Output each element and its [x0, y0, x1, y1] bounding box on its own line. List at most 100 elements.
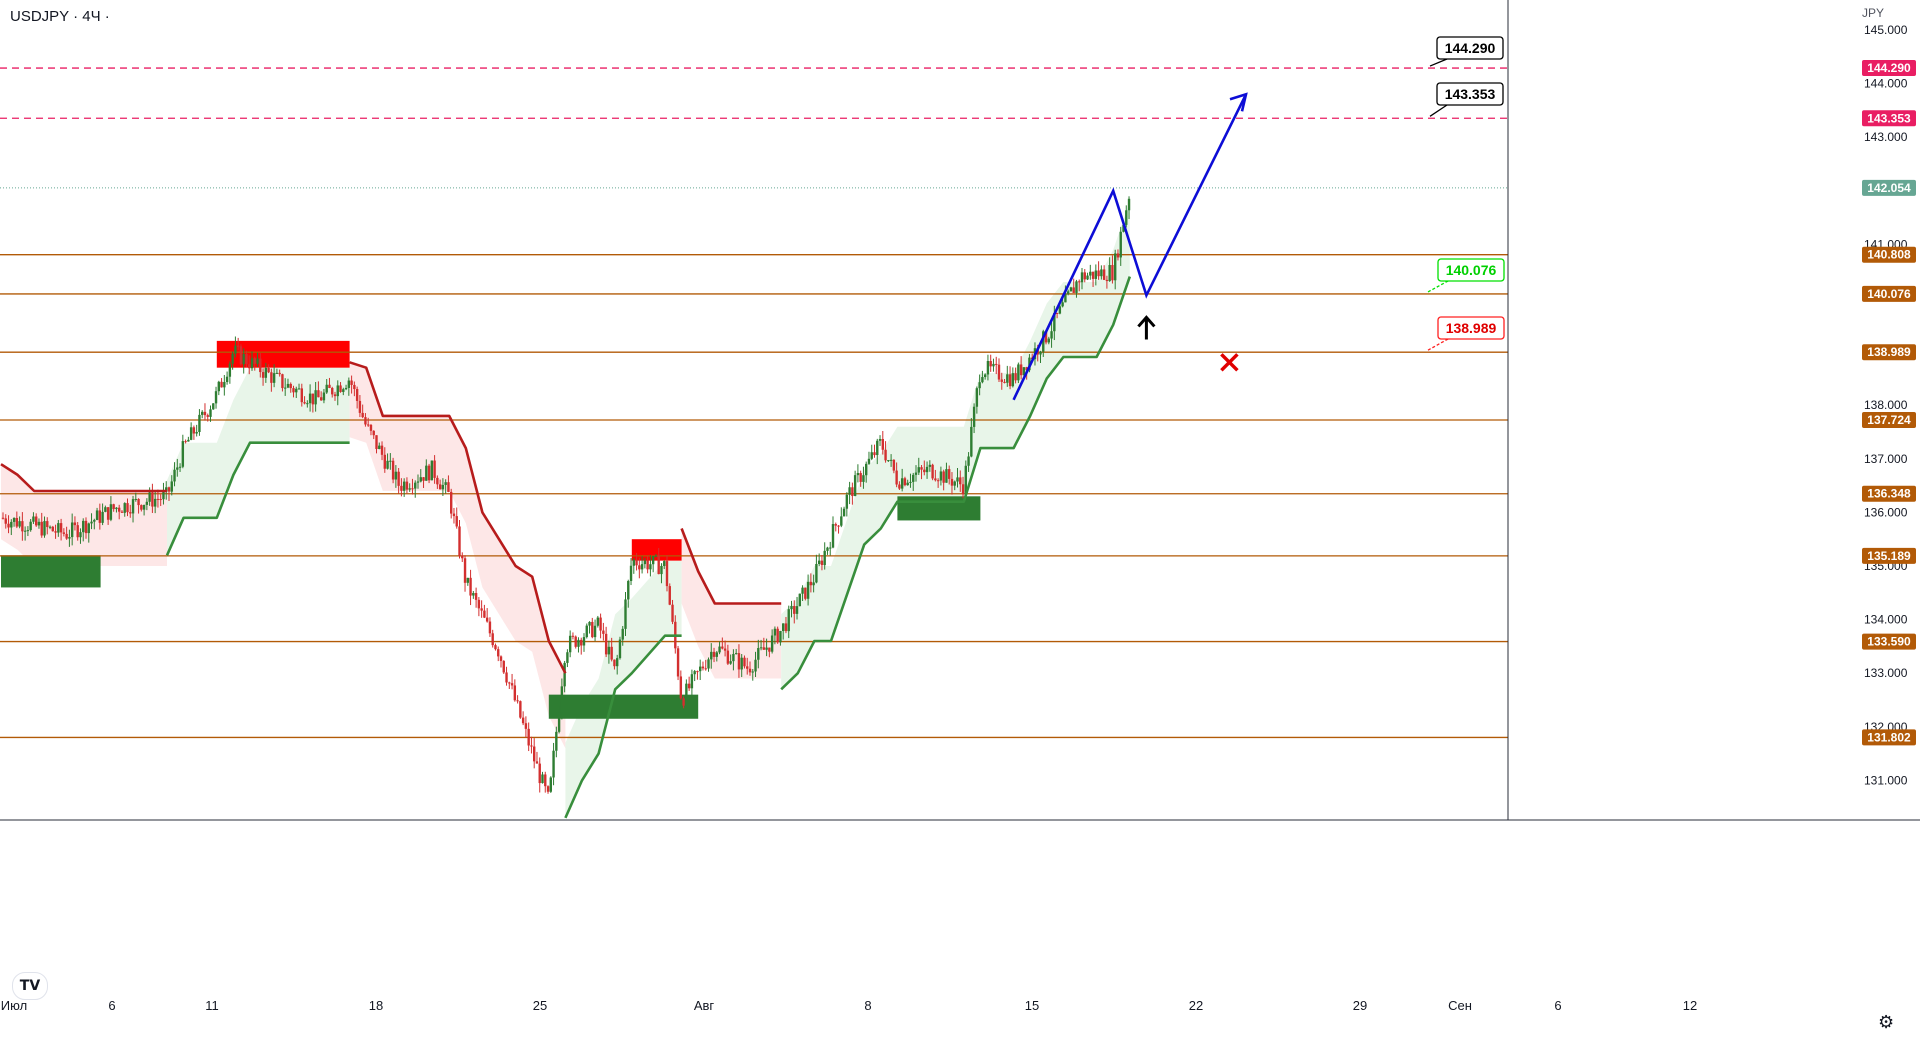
candle	[795, 606, 799, 614]
candle	[308, 393, 312, 404]
candle	[225, 376, 229, 383]
target-price-badge	[1862, 60, 1916, 77]
candle	[806, 581, 810, 599]
tradingview-logo-icon[interactable]: TV	[12, 972, 48, 1000]
candle	[73, 522, 77, 526]
candle	[458, 526, 461, 556]
candle	[599, 617, 602, 631]
x-tick-label: 18	[369, 998, 383, 1013]
candle	[964, 465, 967, 495]
level-price-label: 131.802	[1867, 730, 1911, 744]
candle	[26, 530, 30, 532]
candle	[640, 564, 644, 570]
candle	[867, 458, 871, 464]
candle	[624, 599, 627, 629]
gear-icon[interactable]: ⚙	[1878, 1012, 1895, 1033]
callout-label: 144.290	[1445, 40, 1496, 56]
level-price-badge	[1862, 344, 1916, 361]
candle	[1122, 224, 1125, 232]
trend-stop-line	[564, 634, 682, 819]
candle	[292, 388, 295, 393]
candle	[546, 786, 550, 792]
candle	[1066, 291, 1070, 294]
candle	[170, 481, 173, 492]
level-price-label: 135.189	[1867, 549, 1911, 563]
candle	[450, 491, 453, 514]
candle	[900, 478, 904, 489]
candle	[986, 361, 990, 375]
candle	[364, 417, 367, 425]
candle	[604, 633, 608, 655]
candle	[447, 482, 450, 492]
candle	[591, 621, 594, 638]
candle	[15, 517, 19, 527]
candle	[682, 698, 685, 706]
candle	[1022, 367, 1026, 376]
candle	[779, 631, 782, 643]
candle	[245, 354, 248, 365]
candle	[51, 526, 54, 532]
candle	[427, 465, 431, 481]
candle	[115, 507, 118, 510]
candle	[892, 459, 896, 471]
candle	[607, 646, 611, 655]
candle	[798, 593, 801, 607]
level-price-label: 140.076	[1867, 287, 1911, 301]
candle	[787, 609, 790, 632]
candle	[12, 517, 16, 522]
candle	[696, 671, 699, 673]
y-tick-label: 145.000	[1864, 23, 1908, 37]
candle	[355, 389, 359, 401]
candle	[1078, 281, 1081, 283]
x-tick-label: Июл	[1, 998, 27, 1013]
candle	[557, 712, 561, 732]
level-price-badge	[1862, 729, 1916, 746]
candle	[1072, 287, 1075, 293]
candle	[895, 470, 898, 485]
y-tick-label: 134.000	[1864, 613, 1908, 627]
candle	[748, 668, 752, 673]
candle	[743, 657, 746, 667]
candle	[259, 358, 262, 373]
candle	[101, 511, 104, 523]
candle	[959, 477, 962, 485]
x-tick-label: Авг	[694, 998, 715, 1013]
projection-path	[1012, 93, 1248, 401]
target-price-badge	[1862, 110, 1916, 127]
demand-zone	[897, 496, 981, 521]
candle	[270, 372, 273, 383]
candle	[837, 525, 840, 527]
current-price-label: 142.054	[1867, 181, 1911, 195]
candle	[140, 505, 143, 510]
candle	[7, 523, 10, 528]
trend-stop-line	[780, 276, 1132, 691]
candle	[1102, 269, 1106, 280]
candle	[474, 593, 478, 600]
x-tick-label: Сен	[1448, 998, 1472, 1013]
candle	[461, 555, 464, 559]
x-tick-label: 11	[205, 998, 219, 1013]
candle	[690, 674, 694, 689]
target-price-label: 143.353	[1867, 111, 1911, 125]
level-price-badge	[1862, 285, 1916, 302]
candle	[997, 364, 1001, 380]
supply-zone	[216, 340, 350, 368]
candle	[106, 507, 110, 520]
candle	[1083, 272, 1086, 280]
symbol-title[interactable]: USDJPY · 4Ч ·	[10, 8, 110, 25]
candle	[1116, 253, 1120, 258]
candle	[956, 477, 959, 482]
candle	[93, 519, 96, 522]
candle	[248, 364, 251, 369]
candle	[873, 452, 876, 456]
candle	[499, 656, 503, 661]
currency-selector[interactable]: JPY	[1862, 6, 1885, 20]
candle	[1000, 379, 1003, 382]
candle	[610, 646, 613, 660]
candle	[1094, 270, 1098, 279]
candle	[367, 424, 370, 426]
trend-fill-0	[1, 464, 167, 566]
projection-arrowhead	[1229, 92, 1248, 112]
